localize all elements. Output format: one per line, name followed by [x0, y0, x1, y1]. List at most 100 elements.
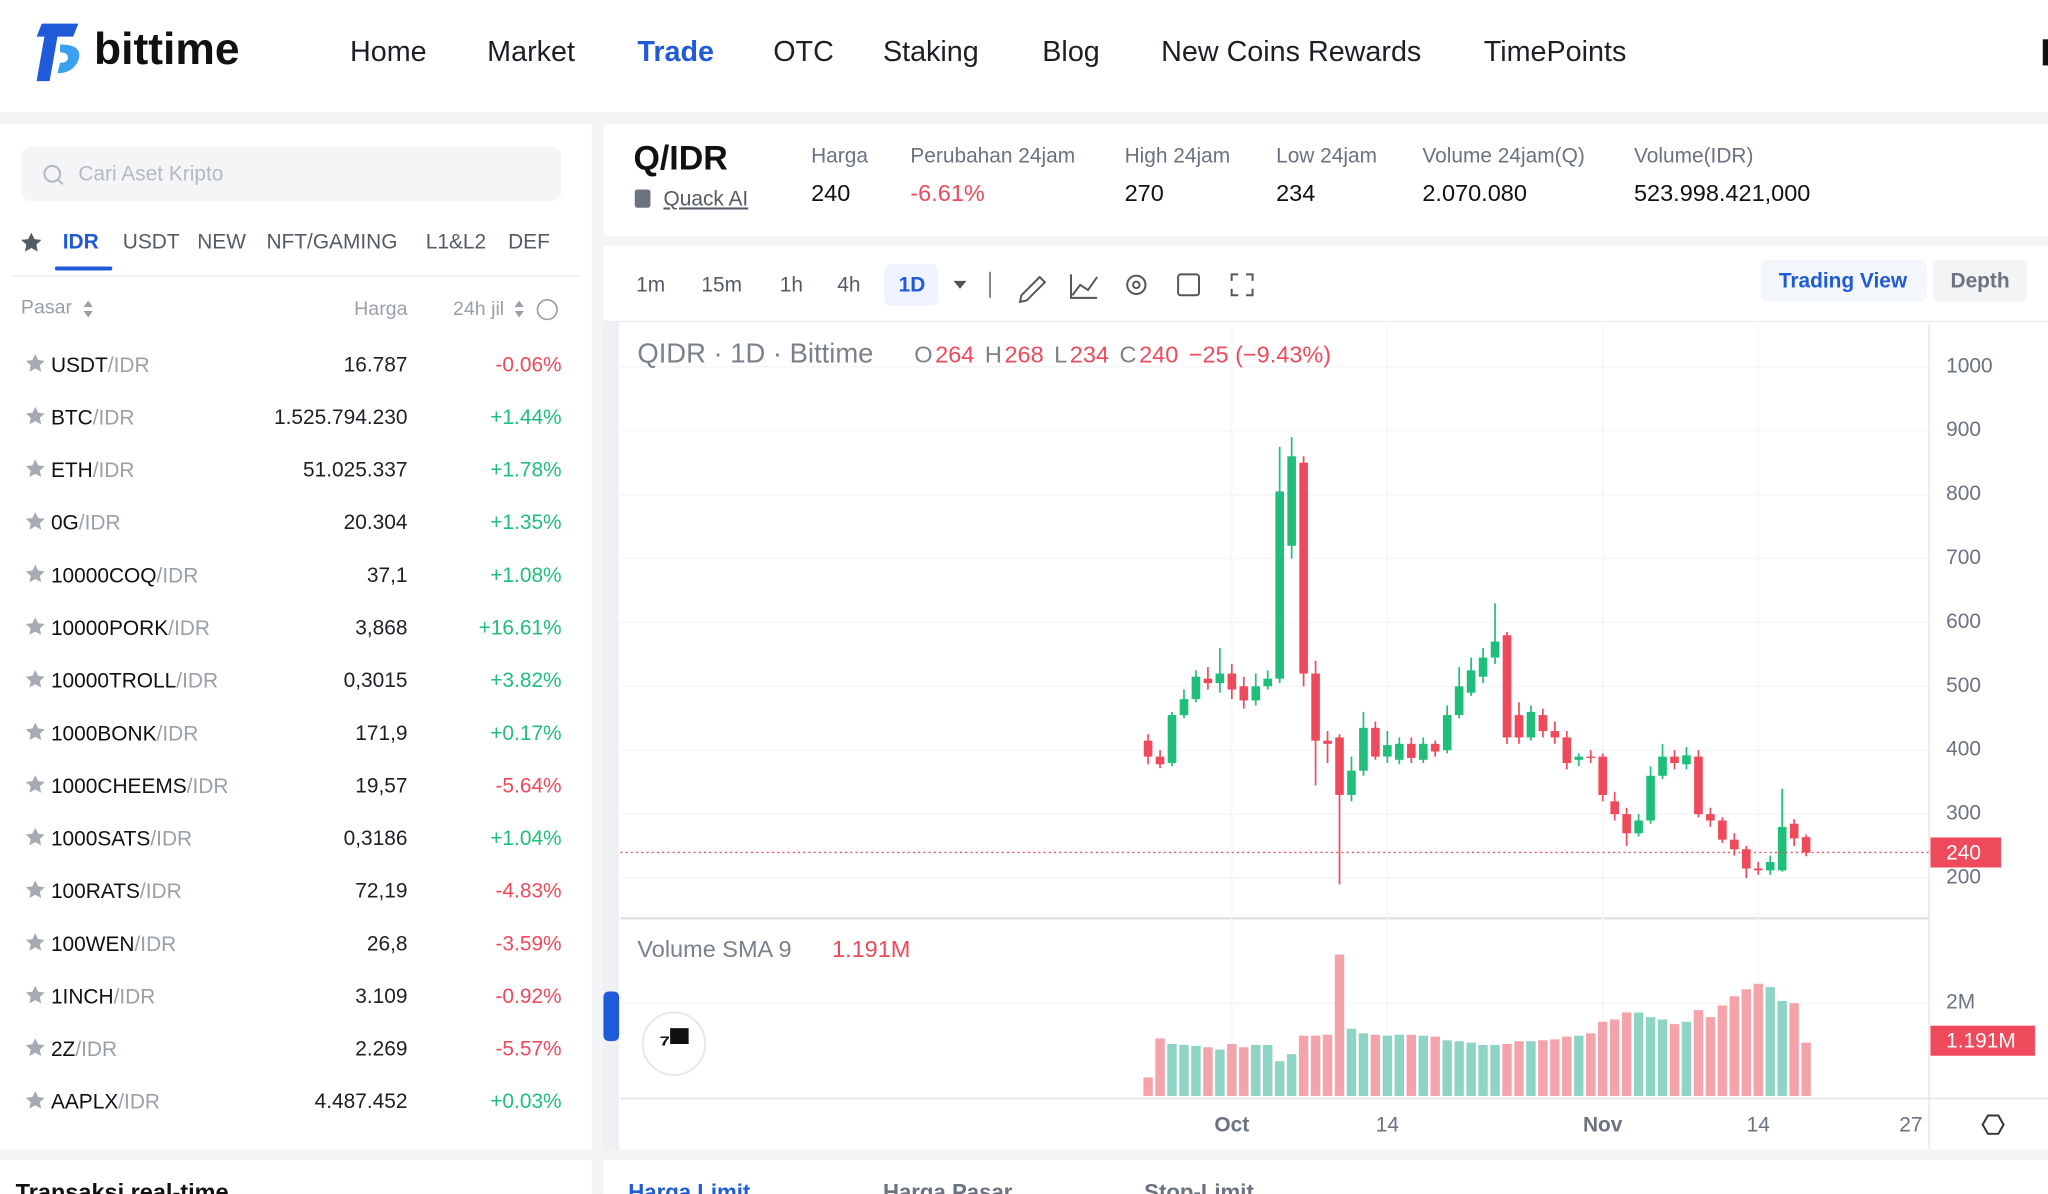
volume-bar — [1418, 1035, 1428, 1096]
logo-shape — [36, 23, 79, 82]
view-button[interactable]: Trading View — [1779, 270, 1908, 293]
nav-link[interactable]: Market — [487, 36, 575, 68]
favorite-star[interactable] — [25, 406, 45, 425]
favorite-tab[interactable] — [21, 232, 42, 252]
search-icon — [57, 178, 64, 186]
market-pair[interactable]: 0G/IDR — [51, 511, 121, 534]
draw-icon[interactable] — [1018, 275, 1047, 304]
view-button[interactable]: Depth — [1951, 270, 2010, 293]
search-box[interactable] — [20, 146, 562, 202]
market-tab[interactable]: NEW — [197, 231, 246, 254]
tradingview-logo[interactable] — [641, 1011, 707, 1077]
nav-link[interactable]: TimePoints — [1484, 36, 1627, 68]
sort-icon[interactable] — [83, 300, 93, 318]
favorite-star[interactable] — [25, 880, 45, 899]
settings-icon[interactable] — [1126, 274, 1147, 295]
market-tab[interactable]: USDT — [123, 231, 180, 254]
favorite-star[interactable] — [25, 669, 45, 688]
market-pair[interactable]: 100WEN/IDR — [51, 932, 176, 955]
market-pair[interactable]: 10000TROLL/IDR — [51, 669, 218, 692]
order-tab[interactable]: Harga Limit — [628, 1180, 751, 1194]
indicator-icon[interactable] — [1070, 274, 1098, 299]
candle-body — [1203, 678, 1213, 684]
nav-link[interactable]: Staking — [883, 36, 979, 68]
stat-value: 240 — [811, 180, 850, 206]
pair-name[interactable]: Quack AI — [664, 187, 749, 210]
volume-bar — [1538, 1040, 1548, 1096]
market-pair[interactable]: 1INCH/IDR — [51, 985, 155, 1008]
interval-button[interactable]: 1h — [780, 274, 803, 297]
sort-icon[interactable] — [514, 300, 524, 318]
candle-body — [1574, 756, 1584, 760]
market-pair[interactable]: USDT/IDR — [51, 353, 150, 376]
interval-button[interactable]: 1m — [636, 274, 665, 297]
save-icon[interactable] — [1177, 273, 1200, 297]
y-tick-label: 600 — [1946, 610, 1981, 633]
market-price: 3.109 — [355, 985, 407, 1008]
market-tab[interactable]: IDR — [63, 231, 99, 254]
candle-body — [1323, 740, 1332, 744]
favorite-star[interactable] — [25, 827, 45, 846]
filter-icon[interactable] — [536, 299, 558, 321]
nav-link[interactable]: Blog — [1042, 36, 1099, 68]
market-tab[interactable]: NFT/GAMING — [266, 231, 397, 254]
volume-bar — [1645, 1017, 1656, 1096]
favorite-star[interactable] — [25, 459, 45, 477]
market-pair[interactable]: ETH/IDR — [51, 459, 135, 482]
stat-value: 523.998.421,000 — [1634, 180, 1810, 206]
market-pair[interactable]: 2Z/IDR — [51, 1038, 117, 1061]
interval-button[interactable]: 15m — [701, 274, 742, 297]
y-tick-label: 400 — [1946, 738, 1981, 761]
market-pair[interactable]: 100RATS/IDR — [51, 880, 182, 903]
order-tab[interactable]: Harga Pasar — [883, 1180, 1013, 1194]
favorite-star[interactable] — [25, 617, 45, 635]
market-pair[interactable]: 1000BONK/IDR — [51, 722, 198, 745]
base-asset: 10000PORK — [51, 617, 168, 640]
favorite-star[interactable] — [25, 1038, 45, 1056]
volume-bar — [1466, 1042, 1476, 1096]
interval-button[interactable]: 4h — [837, 274, 860, 297]
interval-button[interactable]: 1D — [899, 274, 926, 297]
market-pair[interactable]: 10000PORK/IDR — [51, 617, 210, 640]
favorite-star[interactable] — [25, 985, 45, 1004]
order-tab[interactable]: Stop-Limit — [1144, 1180, 1254, 1194]
favorite-star[interactable] — [25, 564, 45, 583]
y-tick-label: 500 — [1946, 674, 1981, 697]
favorite-star[interactable] — [25, 1090, 45, 1109]
favorite-star[interactable] — [25, 775, 45, 793]
search-placeholder: Cari Aset Kripto — [78, 163, 223, 186]
market-pair[interactable]: 1000SATS/IDR — [51, 827, 192, 850]
interval-dropdown[interactable] — [953, 280, 967, 289]
change-label: −25 (−9.43%) — [1189, 342, 1331, 368]
fullscreen-icon[interactable] — [1230, 273, 1254, 297]
favorite-star[interactable] — [25, 722, 45, 741]
favorite-star[interactable] — [25, 511, 45, 530]
volume-bar — [1227, 1044, 1237, 1096]
logo-icon[interactable] — [36, 23, 80, 82]
logo-text[interactable]: bittime — [94, 25, 240, 74]
market-panel — [0, 124, 592, 1150]
market-tab[interactable]: L1&L2 — [426, 231, 486, 254]
market-pair[interactable]: BTC/IDR — [51, 406, 135, 429]
axis-settings[interactable] — [1981, 1114, 2005, 1135]
market-pair[interactable]: AAPLX/IDR — [51, 1090, 160, 1113]
volume-bar — [1502, 1044, 1512, 1096]
base-asset: 100RATS — [51, 880, 140, 903]
market-pair[interactable]: 1000CHEEMS/IDR — [51, 774, 229, 797]
volume-bar — [1753, 983, 1763, 1096]
logo-shape — [57, 44, 80, 74]
favorite-star[interactable] — [25, 933, 45, 951]
market-pair[interactable]: 10000COQ/IDR — [51, 564, 198, 587]
collapse-handle[interactable] — [603, 991, 620, 1042]
nav-link[interactable]: Trade — [637, 36, 714, 68]
favorite-star[interactable] — [25, 354, 45, 372]
nav-link[interactable]: Home — [350, 36, 427, 68]
market-change: -0.92% — [495, 985, 561, 1008]
market-price: 37,1 — [367, 564, 408, 587]
nav-link[interactable]: OTC — [773, 36, 834, 68]
market-change: -4.83% — [495, 880, 561, 903]
candle-body — [1753, 868, 1763, 871]
nav-link[interactable]: New Coins Rewards — [1161, 36, 1421, 68]
base-asset: 100WEN — [51, 932, 135, 955]
market-tab[interactable]: DEF — [508, 231, 550, 254]
